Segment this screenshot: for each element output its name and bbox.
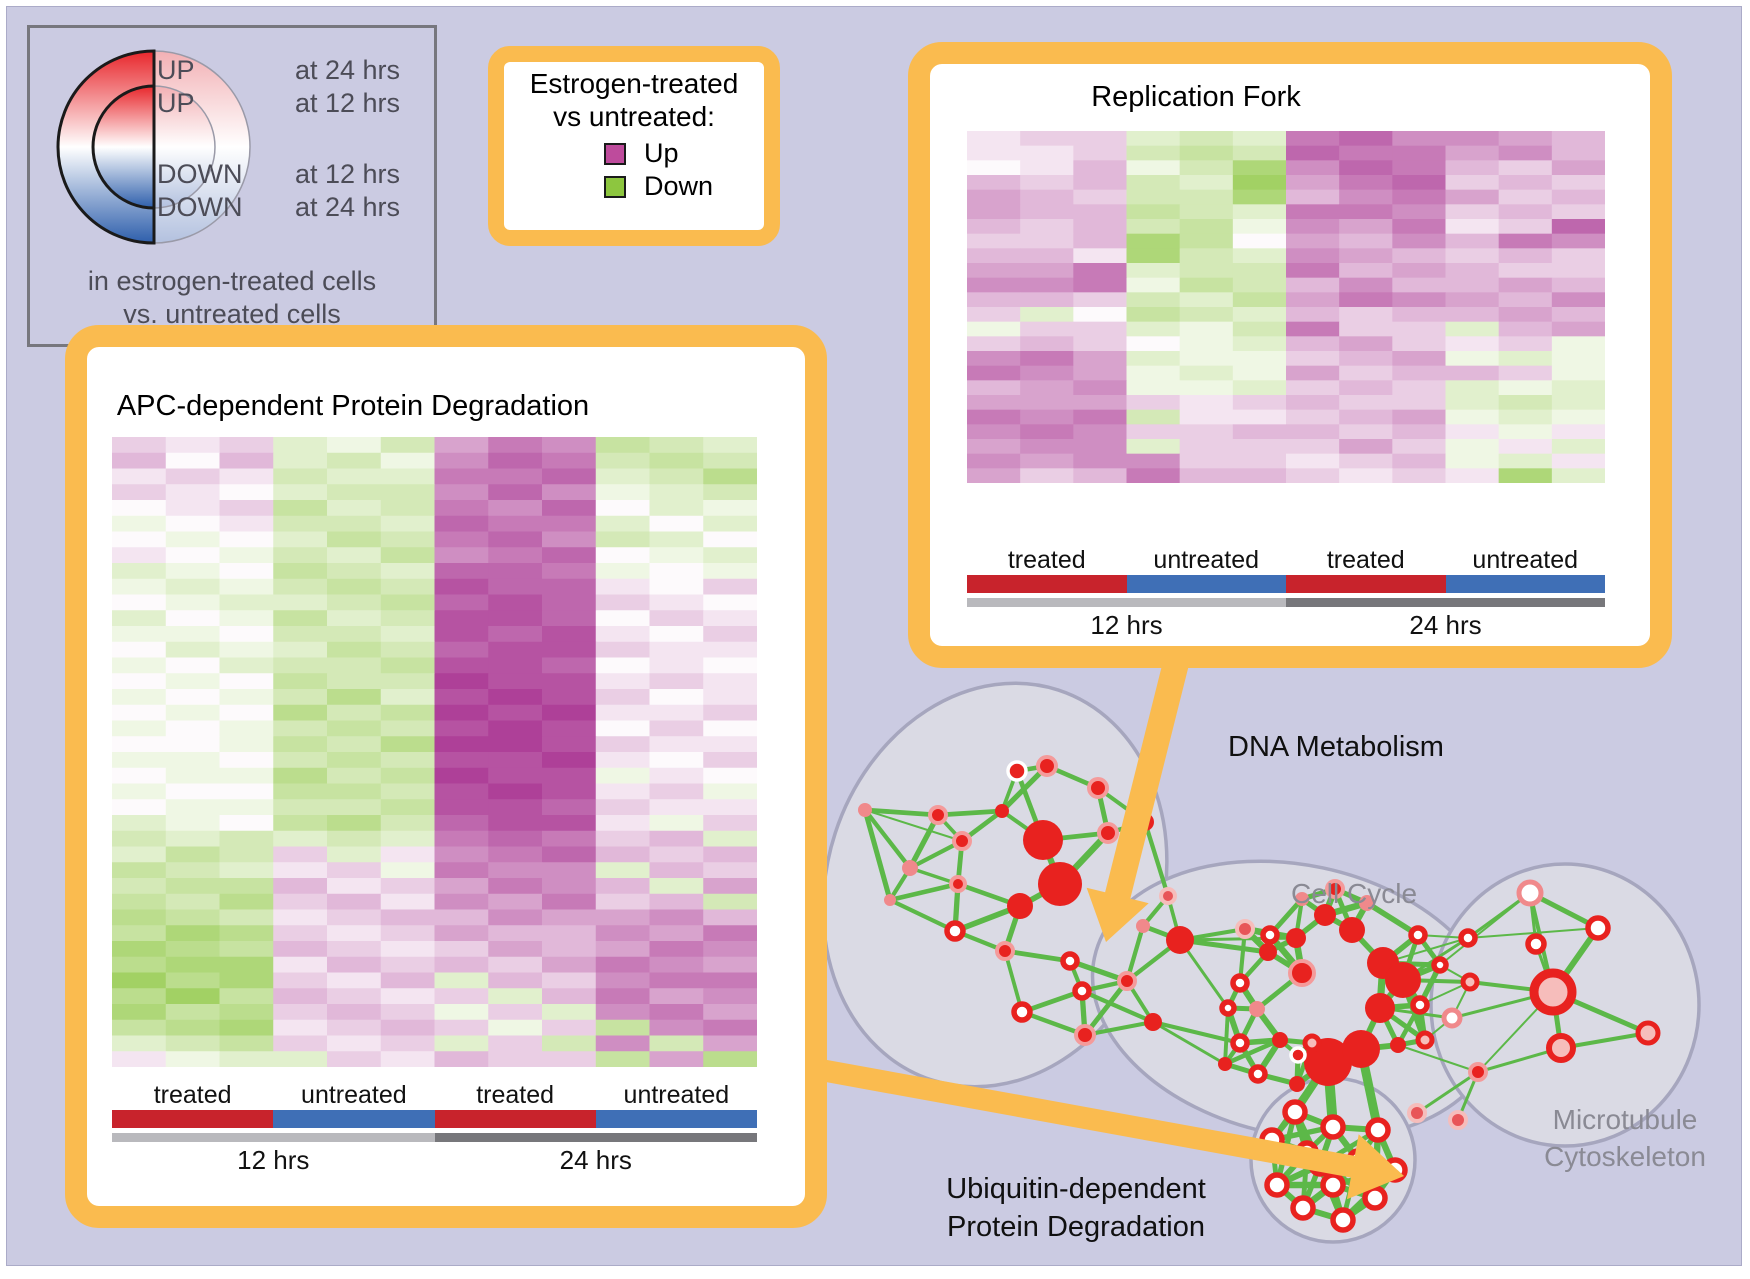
time-labels: 12 hrs 24 hrs	[112, 1145, 757, 1176]
legend-item-label: Up	[644, 138, 679, 168]
legend-row: UP at 12 hrs	[157, 87, 400, 120]
untreated-bar	[595, 1110, 757, 1128]
untreated-bar	[1126, 575, 1286, 593]
estrogen-legend: Estrogen-treated vs untreated: Up Down	[488, 46, 780, 246]
axis-label-untreated: untreated	[1472, 546, 1579, 574]
legend-item-up: Up	[604, 137, 764, 170]
time-bars	[112, 1133, 757, 1142]
cluster-label-line: Cytoskeleton	[1544, 1141, 1706, 1172]
legend-row: DOWN at 12 hrs	[157, 158, 400, 191]
direction-label: DOWN	[157, 159, 243, 189]
axis-label-untreated: untreated	[301, 1081, 407, 1109]
legend-title: Estrogen-treated vs untreated:	[529, 68, 739, 132]
panel-apc-degradation: APC-dependent Protein Degradation treate…	[65, 325, 827, 1228]
panel-replication-fork: Replication Fork treated untreated treat…	[908, 42, 1672, 668]
axis-label-treated: treated	[1326, 546, 1405, 574]
axis-label-24hrs: 24 hrs	[559, 1145, 632, 1175]
condition-labels: treated untreated treated untreated	[967, 546, 1605, 574]
heatmap-apc-degradation	[112, 437, 757, 1067]
heatmap-axis: treated untreated treated untreated 12 h…	[967, 546, 1605, 641]
bar-24hrs	[1286, 598, 1605, 607]
axis-label-treated: treated	[476, 1081, 555, 1109]
treated-bar	[1286, 575, 1446, 593]
heatmap-axis: treated untreated treated untreated 12 h…	[112, 1081, 757, 1176]
time-label: at 24 hrs	[294, 192, 400, 222]
cluster-label-dna-metabolism: DNA Metabolism	[1228, 731, 1444, 763]
cluster-label-ubiquitin-degradation: Ubiquitin-dependent Protein Degradation	[935, 1170, 1217, 1246]
legend-item-label: Down	[644, 171, 714, 201]
treated-bar	[434, 1110, 596, 1128]
legend-row: DOWN at 24 hrs	[157, 191, 400, 224]
updown-ring-legend: UP at 24 hrs UP at 12 hrs DOWN at 12 hrs…	[27, 25, 437, 347]
time-label: at 12 hrs	[294, 88, 400, 118]
bar-12hrs	[112, 1133, 435, 1142]
panel-title: APC-dependent Protein Degradation	[116, 390, 590, 422]
axis-label-12hrs: 12 hrs	[1090, 610, 1163, 640]
legend-caption: in estrogen-treated cells vs. untreated …	[87, 266, 377, 329]
treated-bar	[112, 1110, 274, 1128]
axis-label-treated: treated	[153, 1081, 232, 1109]
condition-bars	[112, 1110, 757, 1128]
ring-gradient-icon	[56, 49, 251, 245]
untreated-bar	[273, 1110, 435, 1128]
condition-labels: treated untreated treated untreated	[112, 1081, 757, 1109]
cluster-label-line: Microtubule	[1552, 1104, 1698, 1135]
cluster-label-cell-cycle: Cell Cycle	[1291, 878, 1418, 909]
axis-label-untreated: untreated	[1153, 546, 1260, 574]
cluster-label-line: Protein Degradation	[947, 1211, 1205, 1243]
cluster-label-microtubule-cytoskeleton: Microtubule Cytoskeleton	[1515, 1101, 1735, 1175]
condition-bars	[967, 575, 1605, 593]
legend-items: Up Down	[604, 137, 764, 203]
untreated-bar	[1445, 575, 1605, 593]
time-labels: 12 hrs 24 hrs	[967, 610, 1605, 641]
legend-item-down: Down	[604, 170, 764, 203]
direction-label: UP	[157, 55, 195, 85]
axis-label-24hrs: 24 hrs	[1409, 610, 1482, 640]
axis-label-12hrs: 12 hrs	[237, 1145, 310, 1175]
legend-row: UP at 24 hrs	[157, 54, 400, 87]
cluster-label-line: Ubiquitin-dependent	[946, 1173, 1206, 1205]
bar-12hrs	[967, 598, 1286, 607]
treated-bar	[967, 575, 1127, 593]
up-color-swatch	[604, 142, 626, 165]
down-color-swatch	[604, 175, 626, 198]
direction-label: UP	[157, 88, 195, 118]
bar-24hrs	[434, 1133, 757, 1142]
time-label: at 24 hrs	[294, 55, 400, 85]
heatmap-replication-fork	[967, 131, 1605, 483]
panel-title: Replication Fork	[1091, 81, 1301, 113]
axis-label-treated: treated	[1007, 546, 1086, 574]
direction-label: DOWN	[157, 192, 243, 222]
time-bars	[967, 598, 1605, 607]
axis-label-untreated: untreated	[623, 1081, 730, 1109]
time-label: at 12 hrs	[294, 159, 400, 189]
